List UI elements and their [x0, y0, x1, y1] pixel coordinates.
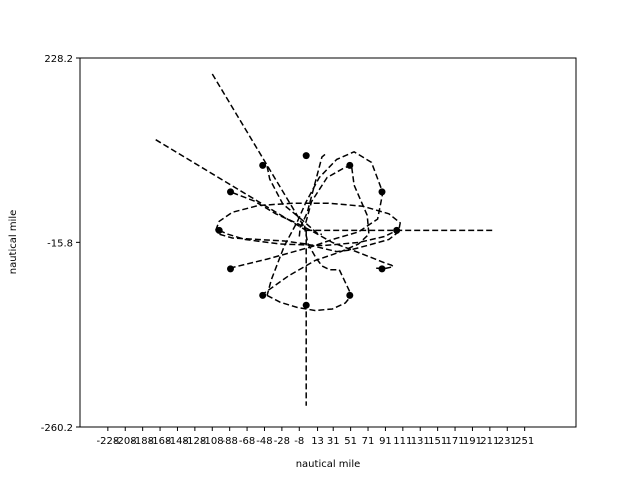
- series-line-7: [266, 166, 322, 235]
- data-point-3: [227, 188, 234, 196]
- y-axis-title: nautical mile: [8, 210, 19, 275]
- x-tick-label: 231: [498, 436, 517, 447]
- x-tick-label: -128: [184, 436, 207, 447]
- series-line-11: [229, 150, 384, 296]
- x-axis-title: nautical mile: [296, 459, 361, 470]
- x-tick-label: 151: [428, 436, 447, 447]
- x-tick-label: 251: [515, 436, 534, 447]
- series-line-6: [303, 164, 353, 296]
- series-line-8: [232, 191, 395, 269]
- plot-area: [155, 73, 494, 406]
- series-line-13: [260, 165, 370, 297]
- x-tick-label: 71: [362, 436, 375, 447]
- data-point-2: [393, 226, 401, 234]
- data-point-5: [302, 152, 310, 160]
- data-point-1: [215, 226, 223, 234]
- data-point-4: [259, 161, 267, 169]
- x-tick-label: -48: [256, 436, 272, 447]
- x-tick-label: 91: [379, 436, 392, 447]
- data-point-9: [259, 291, 267, 299]
- series-line-9: [218, 229, 398, 247]
- x-tick-label: 51: [344, 436, 357, 447]
- x-tick-label: -168: [149, 436, 172, 447]
- x-tick-label: -88: [221, 436, 237, 447]
- x-tick-label: 191: [463, 436, 482, 447]
- x-tick-label: -188: [131, 436, 154, 447]
- y-tick-label: -15.8: [47, 238, 73, 249]
- x-tick-label: 13: [311, 436, 324, 447]
- data-point-7: [378, 188, 386, 196]
- x-tick-label: 171: [445, 436, 464, 447]
- x-tick-label: -228: [96, 436, 119, 447]
- data-point-10: [302, 301, 310, 309]
- y-tick-label: 228.2: [44, 54, 73, 65]
- data-point-12: [378, 265, 386, 273]
- x-axis: -228-208-188-168-148-128-108-88 -68 -48 -28…: [96, 427, 534, 447]
- data-point-11: [346, 291, 354, 299]
- x-tick-label: -28: [274, 436, 290, 447]
- data-point-8: [227, 265, 234, 273]
- series-line-2: [155, 139, 307, 232]
- x-tick-label: -68: [239, 436, 255, 447]
- x-tick-label: 211: [480, 436, 499, 447]
- series-line-10: [214, 202, 402, 253]
- data-point-6: [346, 161, 354, 169]
- x-tick-label: -8: [294, 436, 304, 447]
- x-tick-label: 111: [393, 436, 412, 447]
- series-line-1: [211, 73, 307, 231]
- x-tick-label: 31: [327, 436, 340, 447]
- x-tick-label: -208: [114, 436, 137, 447]
- x-tick-label: 131: [411, 436, 430, 447]
- y-axis: -260.2 -15.8 228.2: [41, 54, 80, 434]
- series-line-12: [266, 294, 353, 312]
- y-tick-label: -260.2: [41, 423, 73, 434]
- x-tick-label: -148: [166, 436, 189, 447]
- x-tick-label: -108: [201, 436, 224, 447]
- series-line-5: [298, 153, 326, 237]
